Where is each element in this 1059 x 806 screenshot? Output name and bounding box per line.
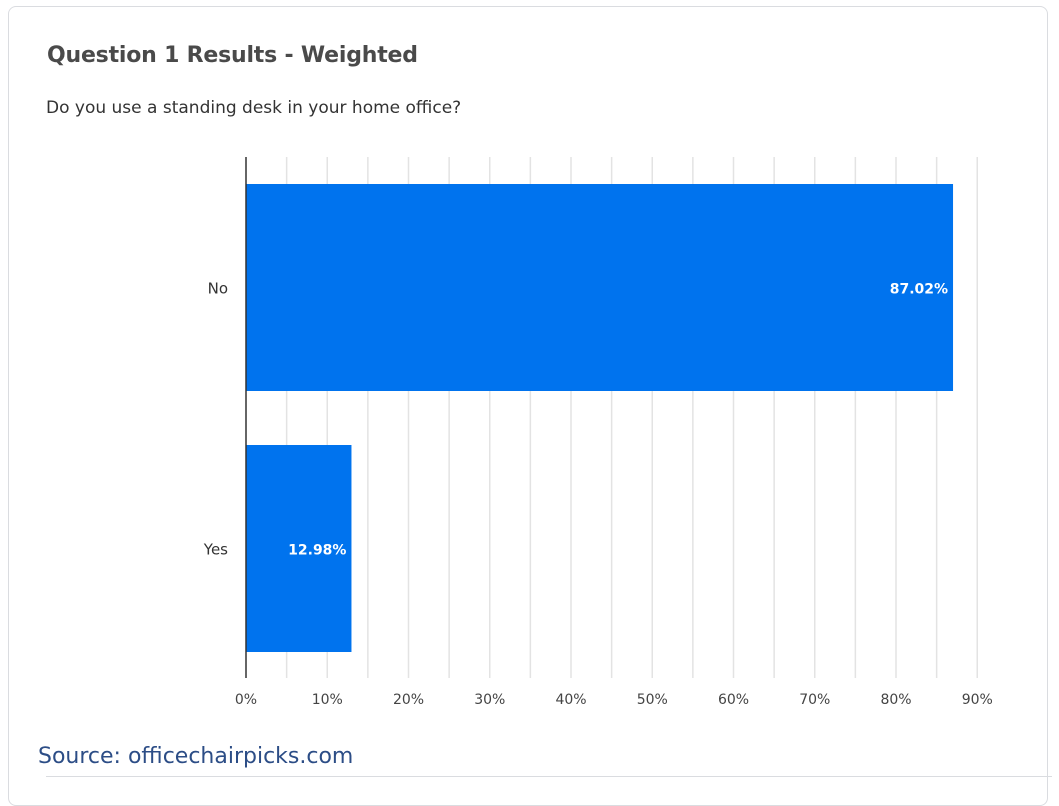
chart-card — [8, 6, 1048, 806]
x-tick-label: 70% — [799, 692, 830, 708]
x-tick-label: 90% — [962, 692, 993, 708]
x-tick-label: 0% — [235, 692, 257, 708]
x-tick-label: 80% — [880, 692, 911, 708]
x-tick-label: 40% — [555, 692, 586, 708]
x-tick-label: 20% — [393, 692, 424, 708]
source-credit[interactable]: Source: officechairpicks.com — [38, 744, 354, 769]
x-tick-label: 10% — [312, 692, 343, 708]
category-label: No — [208, 280, 228, 298]
x-tick-label: 60% — [718, 692, 749, 708]
divider — [46, 776, 1052, 777]
bar-chart: 87.02% No 12.98% Yes 0% 10% 20% 30% 40% 50% 60% 70%… — [203, 157, 993, 708]
data-label: 87.02% — [890, 282, 948, 298]
chart-title: Question 1 Results - Weighted — [47, 43, 418, 68]
x-tick-label: 50% — [637, 692, 668, 708]
bar-yes — [246, 445, 352, 652]
bar-no — [246, 184, 954, 391]
data-label: 12.98% — [288, 543, 346, 559]
chart-subtitle: Do you use a standing desk in your home … — [46, 98, 462, 118]
category-label: Yes — [203, 541, 228, 559]
x-tick-label: 30% — [474, 692, 505, 708]
